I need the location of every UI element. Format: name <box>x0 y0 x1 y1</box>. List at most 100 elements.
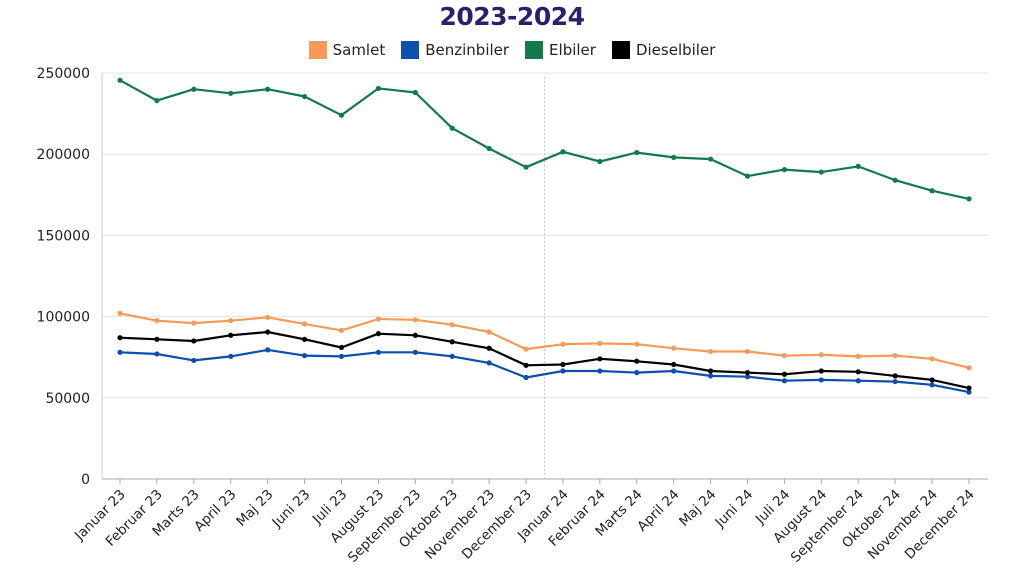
data-point-samlet-14 <box>634 341 640 347</box>
data-point-dieselbiler-14 <box>634 358 640 364</box>
data-point-samlet-21 <box>892 352 898 359</box>
data-point-benzinbiler-3 <box>228 353 234 359</box>
legend-label-elbiler: Elbiler <box>549 41 596 59</box>
data-point-benzinbiler-0 <box>117 349 123 355</box>
data-point-elbiler-22 <box>929 188 935 194</box>
legend-swatch-benzinbiler <box>401 41 420 59</box>
data-point-dieselbiler-20 <box>855 369 861 375</box>
data-point-dieselbiler-13 <box>597 356 603 362</box>
data-point-dieselbiler-8 <box>412 332 418 338</box>
data-point-samlet-11 <box>523 346 529 352</box>
data-point-samlet-23 <box>966 365 972 371</box>
data-point-samlet-8 <box>412 317 418 323</box>
data-point-dieselbiler-11 <box>523 362 529 368</box>
data-point-samlet-17 <box>744 348 751 355</box>
legend-swatch-dieselbiler <box>611 41 630 59</box>
y-tick-label-2: 100000 <box>37 310 90 326</box>
data-point-benzinbiler-6 <box>338 353 345 359</box>
data-point-dieselbiler-19 <box>818 368 824 374</box>
data-point-benzinbiler-2 <box>191 357 197 364</box>
y-tick-label-0: 0 <box>81 472 90 488</box>
data-point-samlet-13 <box>597 340 603 346</box>
data-point-elbiler-20 <box>855 163 861 169</box>
data-point-benzinbiler-16 <box>708 373 714 379</box>
data-point-dieselbiler-22 <box>929 377 935 383</box>
data-point-benzinbiler-21 <box>892 378 898 385</box>
x-tick-label-4: Maj 23 <box>233 487 276 530</box>
data-point-dieselbiler-10 <box>486 345 492 351</box>
data-point-elbiler-18 <box>781 167 788 173</box>
data-point-benzinbiler-22 <box>929 382 935 388</box>
data-point-benzinbiler-8 <box>412 349 418 355</box>
data-point-samlet-2 <box>191 320 197 326</box>
legend-label-benzinbiler: Benzinbiler <box>425 41 510 59</box>
data-point-elbiler-3 <box>228 90 234 96</box>
data-point-elbiler-10 <box>486 145 492 152</box>
data-point-dieselbiler-7 <box>375 331 381 337</box>
data-point-benzinbiler-7 <box>375 349 381 355</box>
data-point-dieselbiler-18 <box>781 371 788 377</box>
data-point-benzinbiler-10 <box>486 360 492 366</box>
data-point-benzinbiler-12 <box>560 368 566 374</box>
data-point-samlet-1 <box>154 318 160 324</box>
data-point-elbiler-0 <box>117 77 123 83</box>
data-point-benzinbiler-23 <box>966 389 972 395</box>
data-point-dieselbiler-15 <box>671 361 677 368</box>
legend-label-dieselbiler: Dieselbiler <box>635 41 716 59</box>
data-point-dieselbiler-9 <box>449 339 455 345</box>
data-point-dieselbiler-17 <box>744 370 751 376</box>
series-line-elbiler <box>119 79 970 200</box>
x-tick-label-5: Juni 23 <box>269 487 314 532</box>
series-line-samlet <box>119 312 970 369</box>
data-point-dieselbiler-16 <box>708 368 714 374</box>
data-point-samlet-19 <box>818 352 824 358</box>
y-tick-label-4: 200000 <box>37 147 90 163</box>
legend-swatch-elbiler <box>525 41 544 59</box>
data-point-elbiler-23 <box>966 196 972 202</box>
data-point-samlet-22 <box>929 356 935 362</box>
data-point-elbiler-16 <box>708 156 714 162</box>
data-point-elbiler-21 <box>892 177 898 183</box>
legend-item-samlet[interactable]: Samlet <box>308 41 386 59</box>
series-line-benzinbiler <box>119 348 970 394</box>
data-point-elbiler-6 <box>338 112 345 118</box>
data-point-elbiler-13 <box>597 158 603 165</box>
data-point-dieselbiler-3 <box>228 332 234 338</box>
data-point-dieselbiler-0 <box>117 335 123 341</box>
legend-item-elbiler[interactable]: Elbiler <box>525 41 596 59</box>
chart-title: 2023-2024 <box>439 2 585 31</box>
data-point-samlet-5 <box>301 321 308 327</box>
y-tick-label-5: 250000 <box>37 66 90 82</box>
data-point-dieselbiler-12 <box>560 361 566 368</box>
data-point-elbiler-12 <box>560 149 566 155</box>
data-point-elbiler-14 <box>634 149 640 156</box>
data-point-samlet-7 <box>375 316 381 322</box>
data-point-samlet-18 <box>781 352 788 359</box>
data-point-dieselbiler-4 <box>265 329 271 335</box>
data-point-elbiler-4 <box>265 86 271 92</box>
legend-swatch-samlet <box>308 41 327 59</box>
data-point-samlet-4 <box>265 314 271 321</box>
data-point-elbiler-15 <box>671 154 677 161</box>
data-point-samlet-6 <box>338 327 345 334</box>
data-point-elbiler-17 <box>744 173 751 179</box>
data-point-benzinbiler-15 <box>671 368 677 374</box>
data-point-samlet-10 <box>486 329 492 335</box>
legend-item-benzinbiler[interactable]: Benzinbiler <box>401 41 509 59</box>
data-point-samlet-20 <box>855 353 861 359</box>
x-tick-label-17: Juni 24 <box>712 487 757 532</box>
data-point-samlet-15 <box>671 345 677 351</box>
data-point-dieselbiler-23 <box>966 385 972 391</box>
data-point-dieselbiler-21 <box>892 373 898 379</box>
data-point-samlet-3 <box>228 318 234 324</box>
data-point-dieselbiler-5 <box>301 336 308 342</box>
data-point-elbiler-2 <box>191 86 197 92</box>
data-point-samlet-0 <box>117 310 123 316</box>
data-point-elbiler-1 <box>154 98 160 104</box>
legend-label-samlet: Samlet <box>332 41 386 59</box>
data-point-elbiler-5 <box>301 93 308 100</box>
legend-item-dieselbiler[interactable]: Dieselbiler <box>611 41 716 59</box>
legend: Samlet Benzinbiler Elbiler Dieselbiler <box>0 41 1024 59</box>
